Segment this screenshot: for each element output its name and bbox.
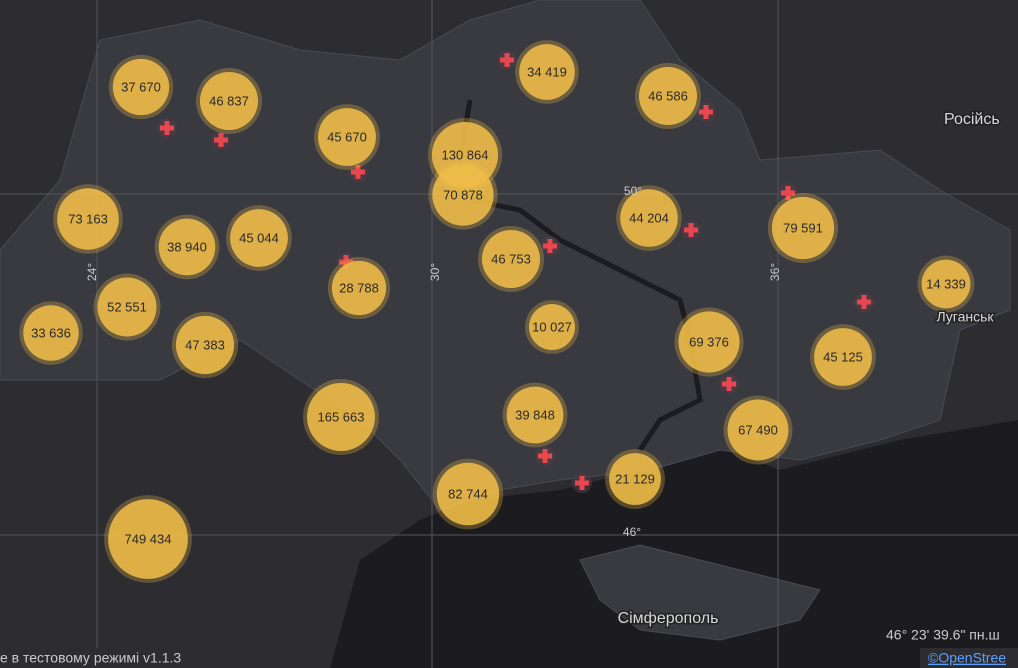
cluster[interactable] — [620, 189, 678, 247]
cluster-label: 34 419 — [527, 64, 567, 79]
cluster[interactable] — [814, 328, 872, 386]
cluster-label: 46 837 — [209, 93, 249, 108]
hospital-cross[interactable] — [538, 449, 552, 463]
hospital-cross[interactable] — [722, 377, 736, 391]
graticule-label: 50° — [624, 184, 642, 198]
hospital-cross[interactable] — [699, 105, 713, 119]
cluster-label: 46 586 — [648, 88, 688, 103]
cluster-label: 33 636 — [31, 325, 71, 340]
hospital-cross[interactable] — [575, 476, 589, 490]
cluster[interactable] — [158, 218, 216, 276]
place-label: Луганськ — [936, 309, 994, 325]
cluster-label: 47 383 — [185, 337, 225, 352]
cluster-label: 38 940 — [167, 239, 207, 254]
hospital-cross[interactable] — [684, 223, 698, 237]
cluster[interactable] — [318, 108, 376, 166]
cluster-label: 39 848 — [515, 407, 555, 422]
hospital-cross[interactable] — [543, 239, 557, 253]
cluster[interactable] — [481, 229, 541, 289]
cluster[interactable] — [528, 303, 576, 351]
hospital-cross[interactable] — [214, 133, 228, 147]
cluster-label: 28 788 — [339, 280, 379, 295]
clusters: 37 670 46 837 45 670 130 864 70 878 34 419 46 … — [19, 40, 975, 583]
cluster[interactable] — [331, 260, 387, 316]
cluster[interactable] — [638, 66, 698, 126]
cluster[interactable] — [23, 305, 79, 361]
hospital-cross[interactable] — [339, 255, 353, 269]
cluster[interactable] — [506, 386, 564, 444]
cluster-label: 37 670 — [121, 79, 161, 94]
graticule-label: 24° — [85, 263, 99, 281]
graticule-label: 36° — [768, 263, 782, 281]
hospital-cross[interactable] — [500, 53, 514, 67]
hospital-cross[interactable] — [160, 121, 174, 135]
cluster[interactable] — [678, 311, 740, 373]
cluster[interactable] — [230, 209, 288, 267]
attribution-link[interactable]: ©OpenStree — [928, 650, 1006, 666]
cluster-label: 52 551 — [107, 299, 147, 314]
sea — [330, 420, 1018, 668]
cluster[interactable] — [307, 383, 375, 451]
hospital-cross[interactable] — [781, 186, 795, 200]
cluster-label: 21 129 — [615, 471, 655, 486]
cluster-label: 46 753 — [491, 251, 531, 266]
cluster[interactable] — [199, 71, 259, 131]
cluster[interactable] — [108, 499, 188, 579]
graticule-label: 30° — [428, 263, 442, 281]
cluster[interactable] — [436, 462, 500, 526]
hospital-markers — [157, 50, 874, 493]
cluster-label: 165 663 — [318, 409, 365, 424]
place-label: Сімферополь — [618, 610, 719, 627]
cluster[interactable] — [432, 164, 494, 226]
hospital-cross[interactable] — [351, 165, 365, 179]
cluster-label: 69 376 — [689, 334, 729, 349]
cluster-label: 14 339 — [926, 276, 966, 291]
cluster-label: 73 163 — [68, 211, 108, 226]
cluster[interactable] — [57, 188, 119, 250]
cluster-label: 45 670 — [327, 129, 367, 144]
cluster[interactable] — [609, 453, 661, 505]
coordinates: 46° 23' 39.6" пн.ш — [886, 627, 1000, 643]
cluster-label: 70 878 — [443, 187, 483, 202]
cluster[interactable] — [112, 58, 170, 116]
cluster-label: 67 490 — [738, 422, 778, 437]
crimea — [579, 544, 821, 641]
cluster-label: 130 864 — [442, 147, 489, 162]
cluster-label: 82 744 — [448, 486, 488, 501]
cluster[interactable] — [519, 44, 575, 100]
place-label: Російсь — [944, 111, 1000, 128]
attribution-box — [920, 648, 1018, 668]
cluster-label: 45 044 — [239, 230, 279, 245]
cluster[interactable] — [921, 259, 971, 309]
cluster-label: 79 591 — [783, 220, 823, 235]
cluster[interactable] — [771, 196, 835, 260]
cluster[interactable] — [727, 399, 789, 461]
status-box — [0, 648, 210, 668]
cluster-label: 749 434 — [125, 531, 172, 546]
hospital-cross[interactable] — [857, 295, 871, 309]
cluster[interactable] — [175, 315, 235, 375]
graticule-label: 46° — [623, 525, 641, 539]
cluster-label: 45 125 — [823, 349, 863, 364]
cluster-label: 44 204 — [629, 210, 669, 225]
status: е в тестовому режимі v1.1.3 — [0, 650, 181, 666]
cluster-label: 10 027 — [532, 319, 572, 334]
cluster[interactable] — [97, 277, 157, 337]
